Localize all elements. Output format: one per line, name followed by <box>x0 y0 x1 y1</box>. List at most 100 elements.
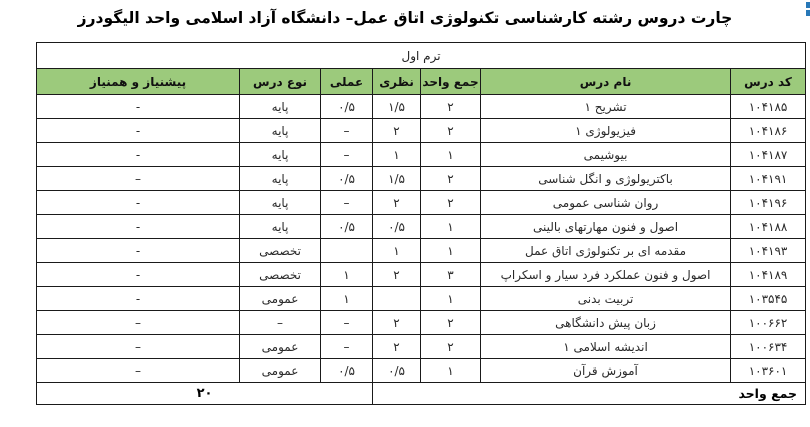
cell-total-units: ۱ <box>420 238 482 263</box>
cell-course-code: ۱۰۴۱۹۶ <box>730 190 807 215</box>
scrollbar-fragment[interactable] <box>806 2 810 17</box>
cell-course-code: ۱۰۳۵۴۵ <box>730 286 807 311</box>
cell-course-type: عمومی <box>239 334 322 359</box>
cell-theory: ۰/۵ <box>372 358 422 383</box>
total-row: جمع واحد ۲۰ <box>35 382 807 405</box>
course-chart-table: ترم اول کد درس نام درس جمع واحد نظری عمل… <box>35 42 807 405</box>
cell-practical <box>320 238 374 263</box>
cell-course-name: زبان پیش دانشگاهی <box>480 310 732 335</box>
cell-prerequisite: - <box>35 190 241 215</box>
cell-theory: ۱ <box>372 142 422 167</box>
cell-total-units: ۲ <box>420 334 482 359</box>
table-row: ۱۰۳۵۴۵ تربیت بدنی ۱ ۱ عمومی - <box>35 286 807 311</box>
table-row: ۱۰۴۱۹۳ مقدمه ای بر تکنولوژی اتاق عمل ۱ ۱ تخص… <box>35 238 807 263</box>
cell-total-units: ۱ <box>420 214 482 239</box>
col-header-course-code: کد درس <box>730 68 807 95</box>
cell-practical: ۰/۵ <box>320 166 374 191</box>
cell-course-code: ۱۰۰۶۶۲ <box>730 310 807 335</box>
table-row: ۱۰۴۱۸۵ تشریح ۱ ۲ ۱/۵ ۰/۵ پایه - <box>35 94 807 119</box>
scrollbar-fragment-top <box>806 2 810 8</box>
cell-prerequisite: - <box>35 94 241 119</box>
cell-course-type: عمومی <box>239 358 322 383</box>
cell-practical: – <box>320 334 374 359</box>
cell-theory: ۱ <box>372 238 422 263</box>
cell-theory <box>372 286 422 311</box>
cell-total-units: ۲ <box>420 310 482 335</box>
cell-course-code: ۱۰۴۱۸۵ <box>730 94 807 119</box>
table-row: ۱۰۰۶۳۴ اندیشه اسلامی ۱ ۲ ۲– عمومی – <box>35 334 807 359</box>
cell-course-type: پایه <box>239 166 322 191</box>
cell-course-code: ۱۰۳۶۰۱ <box>730 358 807 383</box>
cell-practical: ۰/۵ <box>320 358 374 383</box>
table-row: ۱۰۴۱۸۹ اصول و فنون عملکرد فرد سیار و اسکر… <box>35 262 807 287</box>
cell-theory: ۲ <box>372 262 422 287</box>
cell-course-code: ۱۰۴۱۸۹ <box>730 262 807 287</box>
table-row: ۱۰۴۱۹۶ روان شناسی عمومی ۲ ۲– پایه - <box>35 190 807 215</box>
cell-total-units: ۱ <box>420 358 482 383</box>
cell-course-code: ۱۰۴۱۹۳ <box>730 238 807 263</box>
cell-theory: ۲ <box>372 190 422 215</box>
course-rows: ۱۰۴۱۸۵ تشریح ۱ ۲ ۱/۵ ۰/۵ پایه -۱۰۴۱۸۶ فیزیولوژی… <box>35 94 807 383</box>
cell-theory: ۱/۵ <box>372 94 422 119</box>
cell-practical: ۱ <box>320 262 374 287</box>
page-title: چارت دروس رشته کارشناسی تکنولوژی اتاق عم… <box>77 9 733 27</box>
table-row: ۱۰۰۶۶۲ زبان پیش دانشگاهی ۲ ۲– – – <box>35 310 807 335</box>
col-header-course-type: نوع درس <box>239 68 322 95</box>
table-row: ۱۰۴۱۸۶ فیزیولوژی ۱ ۲ ۲– پایه - <box>35 118 807 143</box>
cell-total-units: ۲ <box>420 166 482 191</box>
total-units-label: جمع واحد <box>372 382 807 405</box>
cell-course-type: پایه <box>239 142 322 167</box>
cell-course-type: عمومی <box>239 286 322 311</box>
cell-course-type: تخصصی <box>239 262 322 287</box>
cell-course-name: اصول و فنون مهارتهای بالینی <box>480 214 732 239</box>
table-row: ۱۰۴۱۸۸ اصول و فنون مهارتهای بالینی ۱ ۰/۵ ۰/۵… <box>35 214 807 239</box>
cell-course-type: پایه <box>239 214 322 239</box>
cell-theory: ۱/۵ <box>372 166 422 191</box>
cell-course-type: تخصصی <box>239 238 322 263</box>
cell-course-name: فیزیولوژی ۱ <box>480 118 732 143</box>
cell-prerequisite: - <box>35 238 241 263</box>
cell-theory: ۲ <box>372 334 422 359</box>
cell-practical: – <box>320 310 374 335</box>
cell-prerequisite: – <box>35 358 241 383</box>
cell-course-name: باکتریولوژی و انگل شناسی <box>480 166 732 191</box>
cell-prerequisite: – <box>35 334 241 359</box>
cell-practical: – <box>320 190 374 215</box>
cell-total-units: ۱ <box>420 142 482 167</box>
col-header-total-units: جمع واحد <box>420 68 482 95</box>
cell-course-name: روان شناسی عمومی <box>480 190 732 215</box>
col-header-prerequisite: پیشنیاز و همنیاز <box>35 68 241 95</box>
cell-course-code: ۱۰۴۱۸۶ <box>730 118 807 143</box>
cell-practical: ۱ <box>320 286 374 311</box>
table-row: ۱۰۴۱۹۱ باکتریولوژی و انگل شناسی ۲ ۱/۵ ۰/۵ پای… <box>35 166 807 191</box>
cell-total-units: ۱ <box>420 286 482 311</box>
column-header-row: کد درس نام درس جمع واحد نظری عملی نوع در… <box>35 68 807 95</box>
cell-total-units: ۲ <box>420 190 482 215</box>
col-header-practical: عملی <box>320 68 374 95</box>
cell-prerequisite: - <box>35 286 241 311</box>
cell-prerequisite: – <box>35 310 241 335</box>
cell-course-code: ۱۰۴۱۹۱ <box>730 166 807 191</box>
table-row: ۱۰۳۶۰۱ آموزش قرآن ۱ ۰/۵ ۰/۵ عمومی – <box>35 358 807 383</box>
cell-total-units: ۲ <box>420 94 482 119</box>
cell-theory: ۲ <box>372 118 422 143</box>
cell-prerequisite: - <box>35 118 241 143</box>
cell-course-name: اصول و فنون عملکرد فرد سیار و اسکراپ <box>480 262 732 287</box>
cell-theory: ۲ <box>372 310 422 335</box>
col-header-course-name: نام درس <box>480 68 732 95</box>
cell-prerequisite: – <box>35 166 241 191</box>
col-header-theory: نظری <box>372 68 422 95</box>
cell-practical: – <box>320 118 374 143</box>
cell-course-name: تربیت بدنی <box>480 286 732 311</box>
cell-total-units: ۲ <box>420 118 482 143</box>
total-units-value: ۲۰ <box>35 382 374 405</box>
cell-total-units: ۳ <box>420 262 482 287</box>
cell-theory: ۰/۵ <box>372 214 422 239</box>
cell-prerequisite: - <box>35 262 241 287</box>
cell-course-name: بیوشیمی <box>480 142 732 167</box>
cell-course-name: آموزش قرآن <box>480 358 732 383</box>
scrollbar-fragment-bottom <box>806 10 810 16</box>
cell-prerequisite: - <box>35 142 241 167</box>
cell-practical: ۰/۵ <box>320 94 374 119</box>
cell-practical: ۰/۵ <box>320 214 374 239</box>
